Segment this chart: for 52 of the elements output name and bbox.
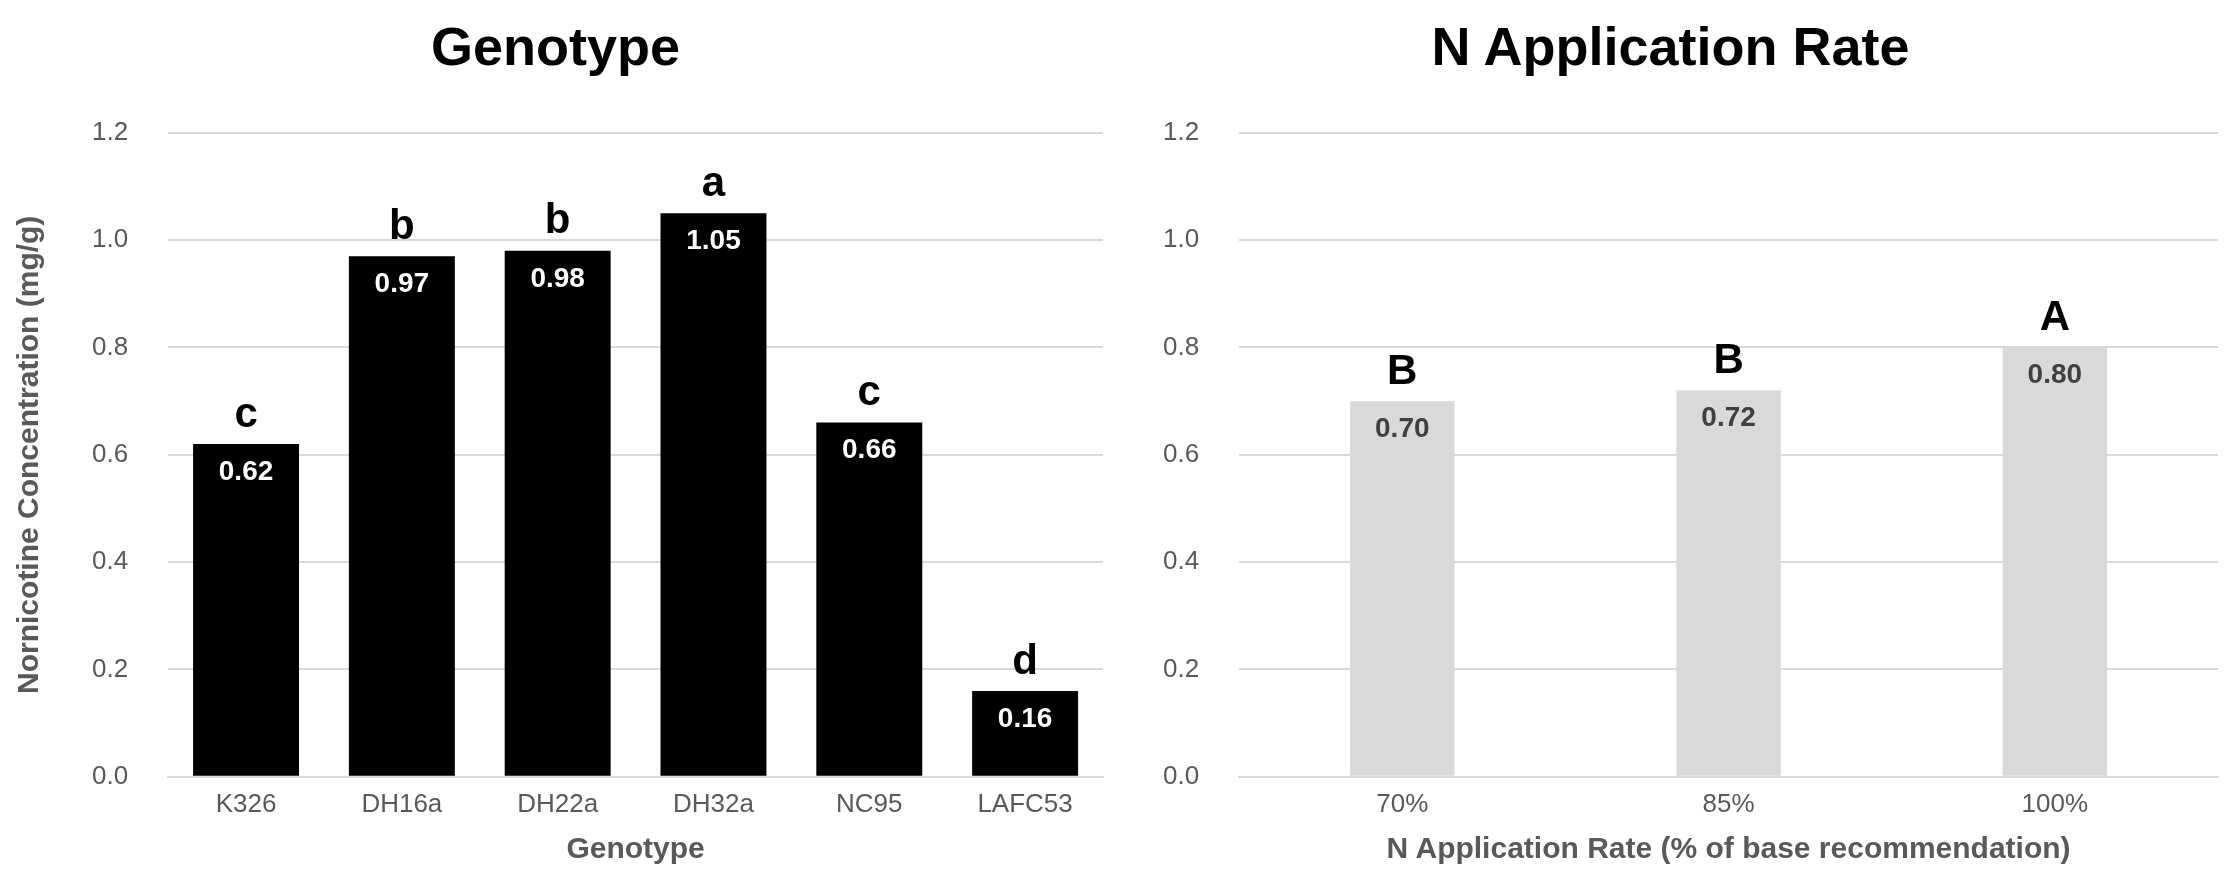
bar	[972, 690, 1079, 776]
y-tick-label: 1.0	[91, 223, 129, 254]
annotation: b	[544, 195, 571, 243]
data-label: 0.16	[997, 701, 1053, 733]
y-tick-label: 1.2	[1162, 115, 1200, 146]
annotation: a	[701, 157, 726, 205]
x-tick-label: DH22a	[517, 787, 599, 818]
data-label: 1.05	[686, 224, 741, 256]
annotation: c	[234, 388, 258, 436]
x-tick-label: 70%	[1376, 787, 1429, 818]
x-tick-label: K326	[215, 787, 277, 818]
annotation: c	[857, 367, 881, 415]
y-tick-label: 0.6	[91, 437, 129, 468]
annotation: d	[1012, 635, 1038, 683]
y-tick-label: 0.8	[91, 330, 129, 361]
data-label: 0.66	[842, 433, 897, 465]
bar	[193, 444, 300, 776]
bar	[660, 213, 767, 776]
y-tick-label: 0.6	[1162, 437, 1200, 468]
data-label: 0.98	[530, 261, 585, 293]
x-axis-title: Genotype	[430, 16, 681, 77]
data-label: 0.72	[1701, 401, 1756, 433]
x-tick-label: DH16a	[361, 787, 443, 818]
bar	[504, 250, 611, 776]
y-tick-label: 0.4	[1162, 545, 1200, 576]
y-tick-label: 1.2	[91, 115, 129, 146]
y-tick-label: 0.2	[1162, 652, 1200, 683]
x-tick-label: 100%	[2021, 787, 2089, 818]
annotation: B	[1387, 345, 1418, 393]
annotation: A	[2039, 292, 2071, 340]
x-tick-label: 85%	[1702, 787, 1755, 818]
y-tick-label: 1.0	[1162, 223, 1200, 254]
x-axis-title: N Application Rate (% of base recommendation)	[1386, 831, 2071, 865]
x-tick-label: DH32a	[673, 787, 755, 818]
annotation: B	[1713, 334, 1744, 382]
data-label: 0.70	[1375, 411, 1430, 443]
x-tick-label: NC95	[836, 787, 903, 818]
data-label: 0.62	[218, 454, 274, 486]
y-axis-title: Nornicotine Concentration (mg/g)	[11, 215, 45, 694]
y-tick-label: 0.0	[1162, 759, 1200, 790]
y-tick-label: 0.2	[91, 652, 129, 683]
y-tick-label: 0.8	[1162, 330, 1200, 361]
chart-title: N Application Rate	[1431, 16, 1910, 77]
x-tick-label: LAFC53	[977, 787, 1073, 818]
data-label: 0.97	[374, 266, 430, 298]
annotation: b	[389, 200, 415, 248]
bar	[816, 422, 923, 776]
bar	[348, 256, 455, 776]
text: Genotype	[566, 831, 705, 865]
data-label: 0.80	[2027, 358, 2083, 390]
y-tick-label: 0.4	[91, 545, 129, 576]
y-tick-label: 0.0	[91, 759, 129, 790]
